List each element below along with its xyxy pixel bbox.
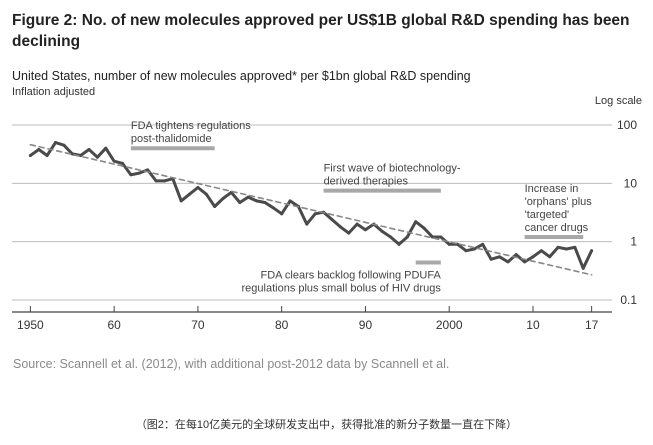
data-point [338, 225, 342, 229]
data-point [70, 152, 74, 156]
annotation-text: FDA clears backlog following PDUFA regula… [242, 269, 442, 294]
data-point [447, 242, 451, 246]
data-point [397, 242, 401, 246]
x-tick-label: 90 [359, 318, 373, 332]
chart-title: United States, number of new molecules a… [12, 69, 471, 83]
data-point [121, 161, 125, 165]
data-point [514, 253, 518, 257]
annotation-text: FDA tightens regulations post-thalidomide [131, 120, 251, 145]
annotation-line: 'orphans' plus [525, 196, 593, 208]
data-point [188, 192, 192, 196]
x-tick-label: 17 [585, 318, 599, 332]
data-point [246, 195, 250, 199]
data-point [112, 159, 116, 163]
data-point [271, 206, 275, 210]
data-point [531, 255, 535, 259]
data-point [389, 235, 393, 239]
data-point [590, 249, 594, 253]
data-point [196, 185, 200, 189]
data-point [414, 220, 418, 224]
annotation-text: First wave of biotechnology-derived ther… [324, 163, 461, 188]
x-tick-label: 60 [107, 318, 121, 332]
annotation-text: Increase in'orphans' plus'targeted' cance… [525, 183, 593, 234]
data-point [481, 242, 485, 246]
data-point [464, 249, 468, 253]
data-point [255, 199, 259, 203]
data-point [539, 249, 543, 253]
data-point [45, 154, 49, 158]
x-tick-label: 1950 [17, 318, 44, 332]
data-point [405, 235, 409, 239]
data-point [380, 229, 384, 233]
data-point [506, 260, 510, 264]
annotation-line: Increase in [525, 183, 579, 195]
data-point [330, 217, 334, 221]
annotation-line: FDA clears backlog following PDUFA [260, 269, 441, 281]
data-point [263, 200, 267, 204]
trend-line [29, 143, 593, 276]
data-point [137, 171, 141, 175]
figure-caption: （图2：在每10亿美元的全球研发支出中，获得批准的新分子数量一直在下降） [135, 419, 518, 431]
data-point [154, 179, 158, 183]
x-tick-label: 70 [191, 318, 205, 332]
data-point [54, 141, 58, 145]
data-point [238, 200, 242, 204]
y-tick-label: 1 [630, 235, 637, 249]
data-point [548, 255, 552, 259]
data-point [280, 212, 284, 216]
data-point [422, 226, 426, 230]
x-tick-label: 80 [275, 318, 289, 332]
chart-plot-area: 100 10 1 0.1 1950 60 70 80 90 2000 10 17 FDA tighten… [12, 118, 638, 332]
figure-title: Figure 2: No. of new molecules approved … [12, 12, 630, 50]
data-point [347, 231, 351, 235]
y-scale-label: Log scale [594, 95, 642, 107]
data-point [95, 155, 99, 159]
annotation-line: post-thalidomide [131, 133, 212, 145]
data-point [497, 255, 501, 259]
data-point [37, 148, 41, 152]
data-point [355, 222, 359, 226]
data-point [179, 199, 183, 203]
data-point [305, 222, 309, 226]
source-note: Source: Scannell et al. (2012), with add… [13, 357, 450, 371]
data-point [439, 235, 443, 239]
data-point [556, 245, 560, 249]
data-point [581, 266, 585, 270]
data-point [87, 148, 91, 152]
data-point [288, 199, 292, 203]
x-tick-label: 2000 [436, 318, 463, 332]
chart-subtitle: Inflation adjusted [12, 86, 96, 98]
annotation-line: derived therapies [324, 176, 409, 188]
data-point [28, 154, 32, 158]
data-point [363, 228, 367, 232]
data-point [204, 192, 208, 196]
data-point [162, 179, 166, 183]
data-point [79, 154, 83, 158]
data-point [146, 168, 150, 172]
data-point [62, 143, 66, 147]
data-point [313, 212, 317, 216]
data-point [523, 260, 527, 264]
annotation-line: regulations plus small bolus of HIV drug… [242, 282, 442, 294]
y-tick-label: 10 [624, 176, 638, 190]
annotation-line: cancer drugs [525, 222, 589, 234]
data-point [129, 173, 133, 177]
data-point [564, 247, 568, 251]
y-tick-label: 100 [617, 118, 637, 132]
annotation-line: First wave of biotechnology- [324, 163, 461, 175]
data-point [104, 146, 108, 150]
data-point [489, 257, 493, 261]
x-tick-label: 10 [526, 318, 540, 332]
annotation-line: FDA tightens regulations [131, 120, 251, 132]
data-point [573, 245, 577, 249]
data-point [213, 205, 217, 209]
y-tick-label: 0.1 [620, 293, 637, 307]
data-point [221, 196, 225, 200]
annotation-line: 'targeted' [525, 209, 570, 221]
